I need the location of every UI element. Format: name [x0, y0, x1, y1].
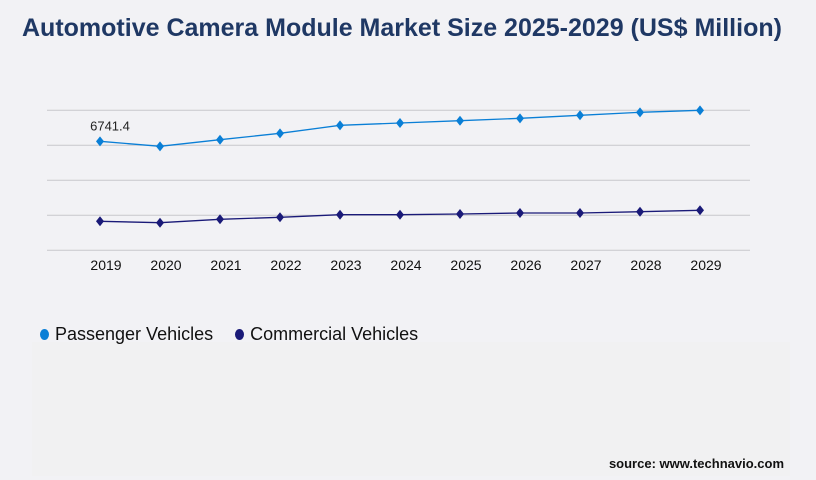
data-point: [96, 216, 104, 227]
x-tick-label: 2023: [330, 257, 361, 273]
data-point: [696, 205, 704, 216]
data-point: [516, 113, 524, 124]
data-point: [156, 141, 164, 152]
data-point: [576, 110, 584, 121]
data-point: [456, 115, 464, 126]
legend-label: Commercial Vehicles: [250, 324, 419, 344]
data-point: [396, 209, 404, 220]
data-point: [216, 214, 224, 225]
data-point: [636, 206, 644, 217]
x-tick-label: 2025: [450, 257, 481, 273]
data-point: [696, 105, 704, 116]
source-note: source: www.technavio.com: [608, 456, 784, 471]
legend-item-passenger[interactable]: Passenger Vehicles: [40, 324, 213, 345]
data-point: [576, 208, 584, 219]
legend-item-commercial[interactable]: Commercial Vehicles: [235, 324, 418, 345]
line-chart: 2019 2020 2021 2022 2023 2024 2025 2026 2027 2028…: [47, 105, 750, 273]
data-point: [336, 209, 344, 220]
data-point: [516, 208, 524, 219]
legend-panel: [32, 342, 790, 476]
x-tick-label: 2020: [150, 257, 181, 273]
data-point: [276, 212, 284, 223]
x-tick-label: 2022: [270, 257, 301, 273]
x-tick-label: 2021: [210, 257, 241, 273]
x-tick-label: 2024: [390, 257, 421, 273]
data-point: [396, 118, 404, 129]
data-point: [156, 217, 164, 228]
chart-title: Automotive Camera Module Market Size 202…: [22, 14, 782, 42]
data-point: [336, 120, 344, 131]
data-point: [276, 128, 284, 139]
data-point: [456, 209, 464, 220]
data-label: 6741.4: [90, 118, 130, 133]
x-tick-label: 2028: [630, 257, 661, 273]
x-tick-label: 2029: [690, 257, 721, 273]
data-point: [636, 107, 644, 118]
legend-marker-passenger: [40, 329, 49, 340]
series-line-0: [99, 109, 701, 147]
x-tick-label: 2019: [90, 257, 121, 273]
legend: Passenger Vehicles Commercial Vehicles: [40, 324, 418, 345]
data-point: [96, 136, 104, 147]
x-tick-label: 2026: [510, 257, 541, 273]
legend-marker-commercial: [235, 329, 245, 340]
legend-label: Passenger Vehicles: [55, 324, 214, 344]
data-point: [216, 134, 224, 145]
x-tick-label: 2027: [570, 257, 601, 273]
